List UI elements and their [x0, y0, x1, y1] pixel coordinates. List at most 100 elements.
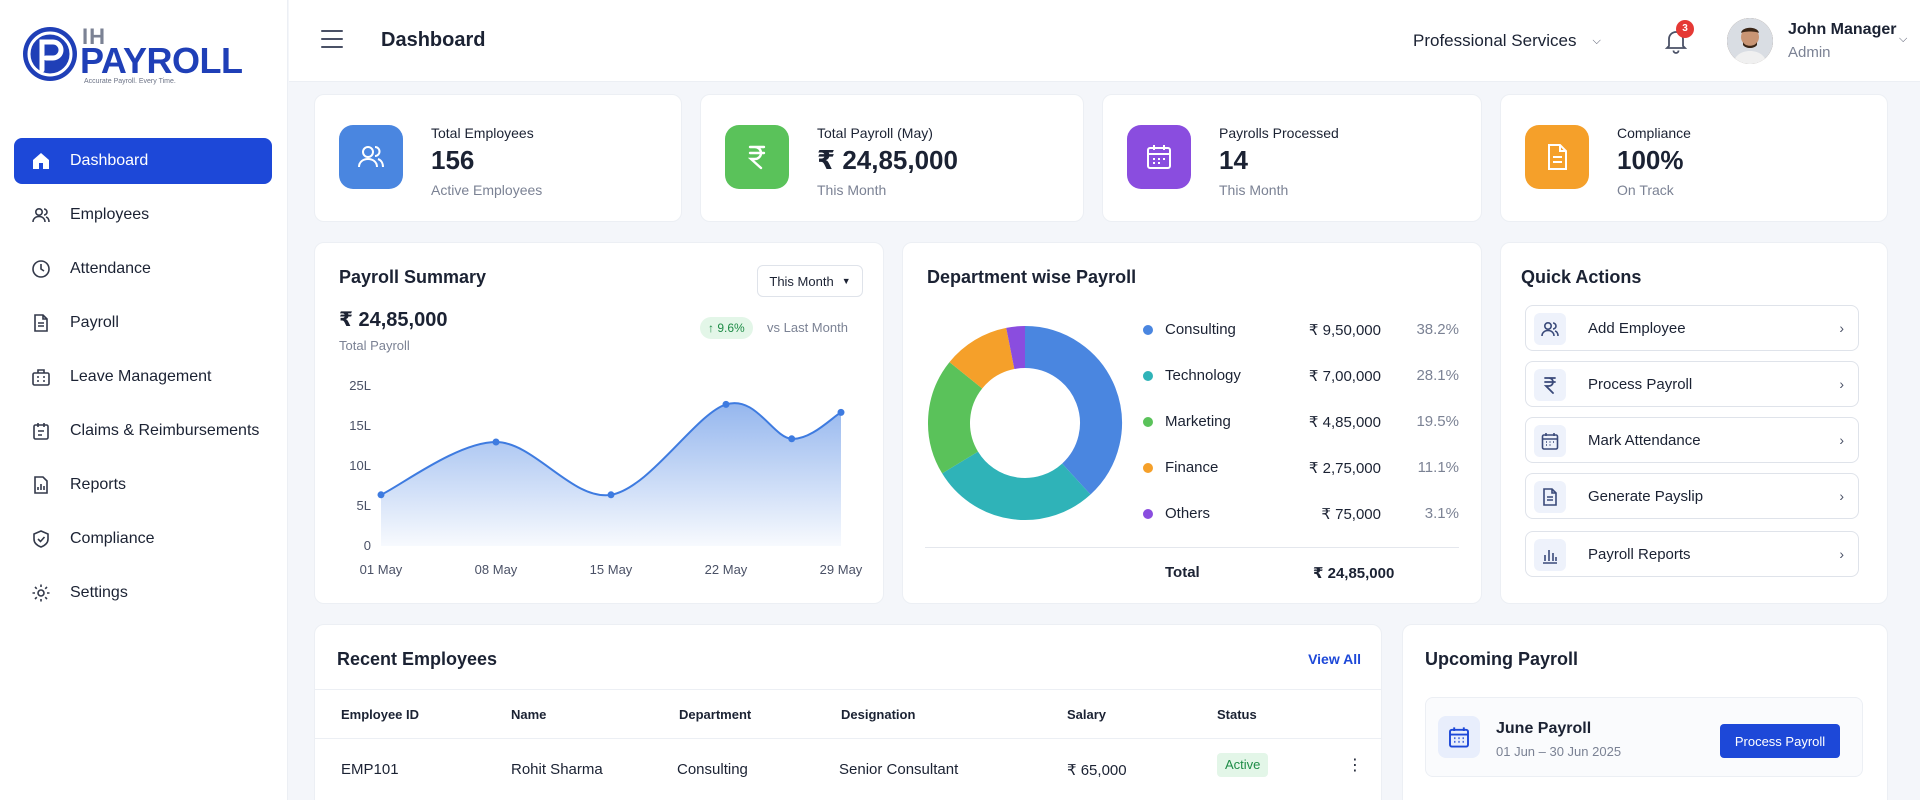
table-header: Employee ID Name Department Designation …: [315, 689, 1381, 739]
sidebar: IH PAYROLL Accurate Payroll. Every Time.…: [0, 0, 288, 800]
chevron-right-icon: ›: [1839, 546, 1844, 562]
legend-name: Finance: [1165, 459, 1219, 476]
legend-dot: [1143, 371, 1153, 381]
data-point: [377, 491, 385, 499]
stat-card-total-payroll[interactable]: Total Payroll (May) ₹ 24,85,000 This Mon…: [700, 94, 1084, 222]
company-selector[interactable]: Professional Services ⌵: [1413, 31, 1601, 51]
column-header[interactable]: Status: [1217, 707, 1257, 722]
document-icon: [1525, 125, 1589, 189]
sidebar-item-label: Leave Management: [70, 368, 212, 385]
stat-subtext: On Track: [1617, 182, 1674, 198]
sidebar-item-settings[interactable]: Settings: [14, 570, 272, 616]
department-payroll-card: Department wise Payroll Consulting ₹ 9,5…: [902, 242, 1482, 604]
divider: [925, 547, 1459, 548]
trend-comparison: vs Last Month: [767, 320, 848, 335]
menu-icon[interactable]: [321, 30, 343, 50]
top-header: Dashboard Professional Services ⌵ 3 John…: [289, 0, 1920, 82]
add-employee-button[interactable]: Add Employee ›: [1525, 305, 1859, 351]
total-label: Total: [1165, 564, 1200, 581]
sidebar-item-claims[interactable]: Claims & Reimbursements: [14, 408, 272, 454]
department-donut-chart: [928, 326, 1122, 520]
brand-name: PAYROLL: [80, 40, 243, 81]
legend-amount: ₹ 4,85,000: [1308, 414, 1381, 431]
total-amount: ₹ 24,85,000: [1313, 565, 1395, 582]
brand-logo[interactable]: IH PAYROLL Accurate Payroll. Every Time.: [22, 22, 243, 88]
upcoming-payroll-range: 01 Jun – 30 Jun 2025: [1496, 744, 1622, 759]
x-tick-label: 15 May: [590, 562, 633, 577]
data-point: [607, 491, 615, 499]
legend-percent: 28.1%: [1416, 367, 1459, 384]
column-header[interactable]: Salary: [1067, 707, 1107, 722]
upcoming-payroll-card: Upcoming Payroll June Payroll 01 Jun – 3…: [1402, 624, 1888, 800]
generate-payslip-button[interactable]: Generate Payslip ›: [1525, 473, 1859, 519]
rupee-icon: [1534, 369, 1566, 401]
stat-label: Total Payroll (May): [817, 125, 933, 141]
stat-card-total-employees[interactable]: Total Employees 156 Active Employees: [314, 94, 682, 222]
sidebar-item-compliance[interactable]: Compliance: [14, 516, 272, 562]
column-header[interactable]: Name: [511, 707, 547, 722]
sidebar-item-label: Reports: [70, 476, 127, 493]
legend-row: Technology ₹ 7,00,000 28.1%: [1143, 365, 1459, 387]
stat-label: Total Employees: [431, 125, 534, 141]
period-select[interactable]: This Month ▼: [757, 265, 863, 297]
data-point: [788, 435, 796, 443]
column-header[interactable]: Department: [679, 707, 752, 722]
quick-action-label: Mark Attendance: [1588, 432, 1701, 449]
area-fill: [381, 403, 841, 546]
legend-name: Others: [1165, 505, 1211, 522]
y-tick-label: 10L: [349, 458, 371, 473]
legend-name: Consulting: [1165, 321, 1236, 338]
report-icon: [30, 474, 52, 496]
cell-name: Rohit Sharma: [511, 761, 603, 778]
sidebar-item-dashboard[interactable]: Dashboard: [14, 138, 272, 184]
stat-value: 156: [431, 145, 475, 175]
legend-dot: [1143, 509, 1153, 519]
donut-slice-others: [1006, 326, 1026, 370]
process-payroll-button[interactable]: Process Payroll ›: [1525, 361, 1859, 407]
sidebar-item-label: Employees: [70, 206, 150, 223]
view-all-link[interactable]: View All: [1308, 651, 1361, 667]
column-header[interactable]: Designation: [841, 707, 916, 722]
stat-value: ₹ 24,85,000: [817, 145, 958, 175]
stat-card-payrolls-processed[interactable]: Payrolls Processed 14 This Month: [1102, 94, 1482, 222]
payroll-area-chart: 0 5L 10L 15L 25L 01 May 08 May 15 May 22 May 29 M…: [349, 378, 863, 577]
stat-subtext: This Month: [1219, 182, 1289, 198]
sidebar-item-reports[interactable]: Reports: [14, 462, 272, 508]
users-icon: [30, 204, 52, 226]
payroll-summary-amount: ₹ 24,85,000: [339, 309, 448, 331]
legend-percent: 38.2%: [1416, 321, 1459, 338]
legend-dot: [1143, 417, 1153, 427]
donut-slice-finance: [949, 327, 1016, 390]
process-payroll-button[interactable]: Process Payroll: [1720, 724, 1840, 758]
chevron-down-icon[interactable]: ⌵: [1899, 33, 1908, 45]
mark-attendance-button[interactable]: Mark Attendance ›: [1525, 417, 1859, 463]
sidebar-item-label: Payroll: [70, 314, 119, 331]
sidebar-item-label: Settings: [70, 584, 128, 601]
legend-name: Technology: [1165, 367, 1241, 384]
company-name: Professional Services: [1413, 31, 1577, 50]
stat-card-compliance[interactable]: Compliance 100% On Track: [1500, 94, 1888, 222]
more-options-icon[interactable]: ⋮: [1347, 757, 1363, 774]
payroll-summary-card: Payroll Summary This Month ▼ ₹ 24,85,000…: [314, 242, 884, 604]
quick-action-label: Add Employee: [1588, 320, 1686, 337]
x-tick-label: 29 May: [820, 562, 863, 577]
column-header[interactable]: Employee ID: [341, 707, 420, 722]
quick-action-label: Payroll Reports: [1588, 546, 1691, 563]
cell-salary: ₹ 65,000: [1067, 762, 1127, 779]
sidebar-item-leave-management[interactable]: Leave Management: [14, 354, 272, 400]
donut-slice-marketing: [928, 362, 983, 474]
add-user-icon: [1534, 313, 1566, 345]
sidebar-item-attendance[interactable]: Attendance: [14, 246, 272, 292]
sidebar-item-employees[interactable]: Employees: [14, 192, 272, 238]
card-title: Payroll Summary: [339, 267, 487, 287]
legend-row: Consulting ₹ 9,50,000 38.2%: [1143, 319, 1459, 341]
document-icon: [30, 312, 52, 334]
stat-value: 100%: [1617, 145, 1684, 175]
calendar-icon: [1438, 716, 1480, 758]
payroll-reports-button[interactable]: Payroll Reports ›: [1525, 531, 1859, 577]
legend-row: Marketing ₹ 4,85,000 19.5%: [1143, 411, 1459, 433]
y-tick-label: 0: [364, 538, 371, 553]
avatar[interactable]: [1727, 18, 1773, 64]
sidebar-item-payroll[interactable]: Payroll: [14, 300, 272, 346]
card-title: Department wise Payroll: [927, 267, 1137, 287]
